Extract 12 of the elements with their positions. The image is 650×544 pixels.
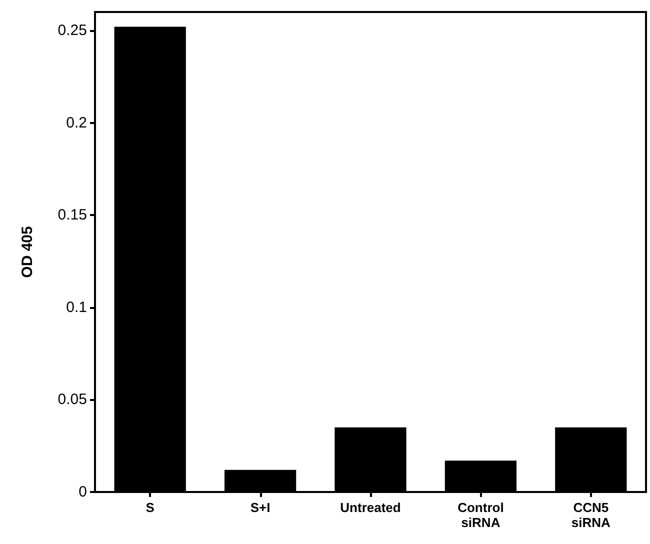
y-tick-label: 0.05 [58,391,87,408]
y-tick-label: 0 [78,484,87,500]
x-tick-label: S+I [250,500,270,515]
y-tick-label: 0.1 [66,298,87,316]
y-axis-title: OD 405 [19,226,36,278]
x-tick-label: Control siRNA [458,500,504,530]
y-tick-label: 0.15 [58,206,87,224]
x-tick-label: Untreated [340,500,401,515]
x-tick-label: CCN5 siRNA [571,500,612,530]
x-tick-label: S [146,500,155,515]
y-tick-label: 0.25 [58,22,87,39]
y-tick-label: 0.2 [66,114,87,132]
